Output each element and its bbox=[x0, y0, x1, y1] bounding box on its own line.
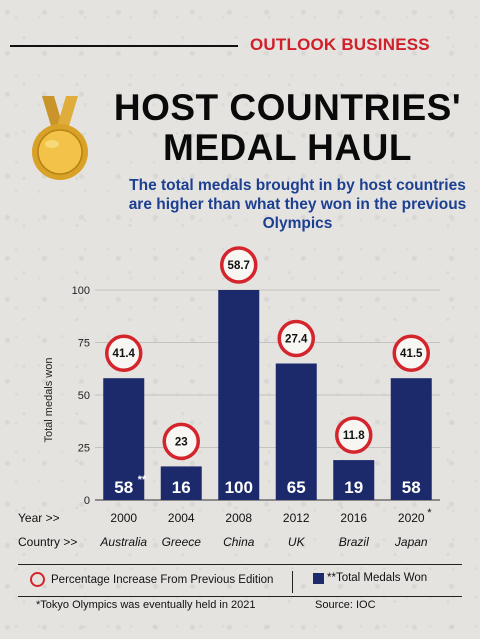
pct-ring bbox=[335, 416, 373, 454]
bar bbox=[218, 290, 260, 500]
bar-value-label: 58 bbox=[402, 478, 421, 497]
pct-increase-label: 27.4 bbox=[285, 334, 308, 346]
year-label: 2004 bbox=[168, 511, 195, 525]
year-label: 2000 bbox=[110, 511, 137, 525]
legend: Percentage Increase From Previous Editio… bbox=[18, 564, 462, 597]
pct-ring bbox=[105, 334, 143, 372]
gold-medal-icon bbox=[32, 96, 88, 180]
source-note: Source: IOC bbox=[315, 599, 376, 611]
pct-increase-label: 58.7 bbox=[228, 260, 250, 272]
pct-increase-label: 41.4 bbox=[113, 348, 136, 360]
year-label: 2016 bbox=[340, 511, 367, 525]
footnote: *Tokyo Olympics was eventually held in 2… bbox=[36, 599, 256, 611]
country-label: Australia bbox=[99, 535, 147, 549]
bar bbox=[275, 363, 317, 500]
year-label: 2012 bbox=[283, 511, 310, 525]
pct-ring bbox=[392, 334, 430, 372]
y-tick-label: 100 bbox=[72, 285, 90, 297]
country-label: UK bbox=[288, 535, 306, 549]
red-ring-icon bbox=[30, 572, 45, 587]
pct-ring bbox=[220, 246, 258, 284]
header-rule bbox=[10, 45, 238, 47]
bar-value-label: 65 bbox=[287, 478, 306, 497]
country-label: Greece bbox=[162, 535, 202, 549]
pct-increase-label: 11.8 bbox=[343, 430, 365, 442]
bar-value-mark: ** bbox=[138, 474, 147, 486]
bar-value-label: 100 bbox=[225, 478, 253, 497]
y-tick-label: 75 bbox=[78, 338, 90, 350]
legend-circle-label: Percentage Increase From Previous Editio… bbox=[51, 573, 274, 586]
country-label: Japan bbox=[394, 535, 428, 549]
y-tick-label: 0 bbox=[84, 495, 90, 507]
bar-value-label: 16 bbox=[172, 478, 191, 497]
year-mark: * bbox=[427, 507, 432, 519]
medal-bar-chart: 0 25 50 75 100 Total medals won 58 ** 41.4 2000 Au… bbox=[18, 246, 440, 549]
bar bbox=[390, 378, 432, 500]
title-line-1: HOST COUNTRIES' bbox=[113, 87, 462, 128]
country-label: China bbox=[223, 535, 255, 549]
pct-increase-label: 23 bbox=[175, 436, 188, 448]
page-subtitle: The total medals brought in by host coun… bbox=[128, 177, 467, 232]
year-label: 2008 bbox=[225, 511, 252, 525]
pct-ring bbox=[277, 319, 315, 358]
country-label: Brazil bbox=[339, 535, 369, 549]
year-row-label: Year >> bbox=[18, 511, 60, 525]
legend-bar-item: **Total Medals Won bbox=[313, 572, 427, 584]
title-line-2: MEDAL HAUL bbox=[163, 127, 412, 168]
y-tick-label: 50 bbox=[78, 390, 90, 402]
blue-square-icon bbox=[313, 572, 324, 584]
legend-circle-item: Percentage Increase From Previous Editio… bbox=[30, 572, 273, 587]
bar-value-label: 19 bbox=[344, 478, 363, 497]
bar-value-label: 58 bbox=[114, 478, 133, 497]
legend-divider bbox=[292, 571, 293, 593]
pct-ring bbox=[162, 422, 200, 461]
page-title: HOST COUNTRIES' MEDAL HAUL bbox=[95, 88, 480, 168]
legend-bar-label: **Total Medals Won bbox=[327, 572, 428, 584]
brand-logo: OUTLOOK BUSINESS bbox=[250, 35, 430, 54]
y-tick-label: 25 bbox=[78, 443, 90, 455]
bar bbox=[103, 378, 145, 500]
y-axis-label: Total medals won bbox=[43, 358, 55, 443]
bar bbox=[160, 466, 202, 500]
bar bbox=[333, 460, 375, 500]
year-label: 2020 bbox=[398, 511, 425, 525]
pct-increase-label: 41.5 bbox=[400, 348, 423, 360]
country-row-label: Country >> bbox=[18, 535, 77, 549]
